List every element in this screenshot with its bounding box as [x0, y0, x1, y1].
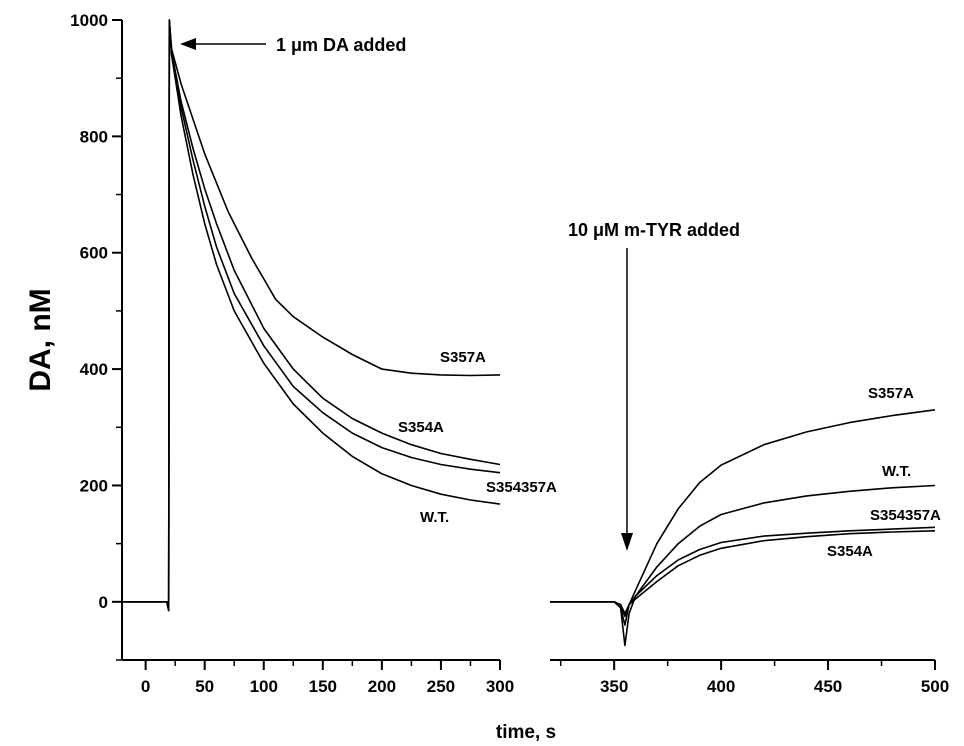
- series-label: S354A: [827, 543, 873, 560]
- annotation-arrowhead: [180, 38, 196, 50]
- annotation-da-added: 1 μm DA added: [276, 35, 406, 55]
- y-tick-label: 600: [80, 244, 108, 263]
- series-label: W.T.: [420, 509, 449, 526]
- y-tick-label: 400: [80, 360, 108, 379]
- x-tick-label: 150: [309, 677, 337, 696]
- axes: 0 200 400 600 800 1000 0 50 100 150 200 250 300 350 40…: [70, 11, 949, 696]
- x-tick-label: 400: [707, 677, 735, 696]
- series-label: S354A: [398, 419, 444, 436]
- series-group: [122, 19, 936, 647]
- annotation-arrowhead: [621, 533, 633, 551]
- y-axis-title: DA, nM: [24, 288, 57, 391]
- series-label: W.T.: [882, 463, 911, 480]
- labels-group: S357A S354A S354357A W.T. S357A W.T. S354357A S…: [24, 35, 941, 743]
- y-tick-label: 1000: [70, 11, 108, 30]
- x-tick-label: 200: [368, 677, 396, 696]
- series-line-left-W.T.: [122, 19, 501, 612]
- annotation-mtyr-added: 10 μM m-TYR added: [568, 220, 740, 240]
- x-tick-label: 350: [600, 677, 628, 696]
- y-tick-label: 200: [80, 476, 108, 495]
- y-tick-label: 0: [99, 593, 108, 612]
- x-tick-label: 0: [141, 677, 150, 696]
- x-tick-label: 100: [250, 677, 278, 696]
- series-label: S357A: [868, 385, 914, 402]
- y-tick-label: 800: [80, 127, 108, 146]
- series-label: S354357A: [486, 479, 557, 496]
- x-axis-title: time, s: [496, 722, 556, 743]
- x-tick-label: 450: [814, 677, 842, 696]
- series-label: S354357A: [870, 507, 941, 524]
- x-tick-label: 300: [486, 677, 514, 696]
- series-line-right-S354A: [550, 530, 936, 615]
- x-tick-label: 500: [921, 677, 949, 696]
- series-line-right-S354357A: [550, 526, 936, 618]
- x-tick-label: 250: [427, 677, 455, 696]
- x-tick-label: 50: [195, 677, 214, 696]
- series-line-right-W.T.: [550, 484, 936, 647]
- series-label: S357A: [440, 349, 486, 366]
